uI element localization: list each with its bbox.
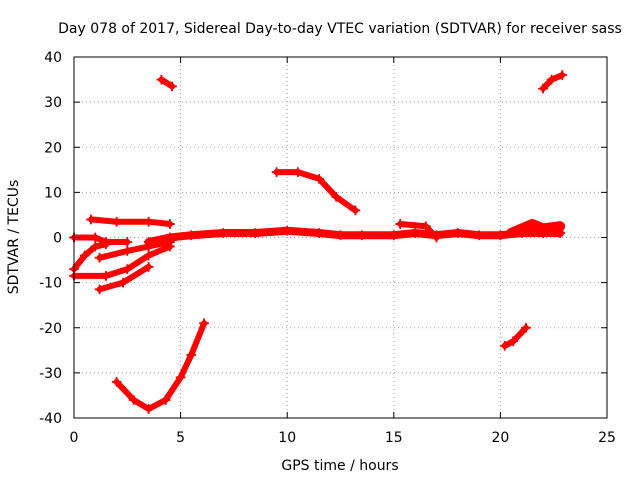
axis-ticks: 0 5 10 15 20 25 -40 -30 -20 -10 0 10 20 30 40 xyxy=(39,50,616,446)
series-end-upper xyxy=(540,72,566,92)
data-point xyxy=(395,218,406,229)
data-point xyxy=(175,372,186,383)
data-point xyxy=(508,336,519,347)
y-tick-label: -20 xyxy=(39,321,62,337)
y-tick-label: 0 xyxy=(53,231,62,247)
x-axis-label: GPS time / hours xyxy=(281,458,398,474)
data-point xyxy=(94,252,105,263)
x-tick-label: 25 xyxy=(598,430,616,446)
data-point xyxy=(118,277,129,288)
data-point xyxy=(335,230,346,241)
data-point xyxy=(111,376,122,387)
y-tick-label: -10 xyxy=(39,276,62,292)
data-point xyxy=(122,264,133,275)
data-point xyxy=(271,167,282,178)
series-main-band xyxy=(144,226,565,246)
data-point xyxy=(516,223,527,234)
data-point xyxy=(538,223,549,234)
data-point xyxy=(474,230,485,241)
data-point xyxy=(164,237,175,248)
y-tick-label: 20 xyxy=(44,140,62,156)
data-point xyxy=(431,232,442,243)
data-point xyxy=(555,221,566,232)
chart-title: Day 078 of 2017, Sidereal Day-to-day VTE… xyxy=(58,21,622,37)
data-point xyxy=(143,261,154,272)
data-point xyxy=(527,218,538,229)
series-start-a xyxy=(71,234,131,245)
data-point xyxy=(164,218,175,229)
series-low-right xyxy=(501,324,529,349)
data-point xyxy=(538,83,549,94)
data-point xyxy=(79,250,90,261)
data-point xyxy=(122,237,133,248)
data-point xyxy=(250,227,261,238)
data-point xyxy=(186,349,197,360)
x-tick-label: 5 xyxy=(176,430,185,446)
data-point xyxy=(282,225,293,236)
data-point xyxy=(86,214,97,225)
x-tick-label: 15 xyxy=(385,430,403,446)
data-point xyxy=(356,230,367,241)
data-point xyxy=(499,340,510,351)
data-point xyxy=(186,230,197,241)
data-point xyxy=(143,250,154,261)
data-point xyxy=(94,284,105,295)
data-point xyxy=(495,230,506,241)
data-point xyxy=(420,221,431,232)
series-early-high xyxy=(88,216,173,227)
data-point xyxy=(314,227,325,238)
data-point xyxy=(388,230,399,241)
data-point xyxy=(350,205,361,216)
data-point xyxy=(292,167,303,178)
series-early-mid xyxy=(96,239,173,261)
data-series xyxy=(69,70,568,414)
data-point xyxy=(100,239,111,250)
data-point xyxy=(218,227,229,238)
data-point xyxy=(520,322,531,333)
data-point xyxy=(143,403,154,414)
data-point xyxy=(506,227,517,238)
data-point xyxy=(331,191,342,202)
y-axis-label: SDTVAR / TECUs xyxy=(6,180,22,295)
data-point xyxy=(122,246,133,257)
data-point xyxy=(156,74,167,85)
data-point xyxy=(111,216,122,227)
x-tick-label: 20 xyxy=(491,430,509,446)
y-tick-label: 30 xyxy=(44,95,62,111)
data-point xyxy=(143,216,154,227)
data-point xyxy=(557,70,568,81)
data-point xyxy=(143,241,154,252)
y-tick-label: 10 xyxy=(44,185,62,201)
data-point xyxy=(546,74,557,85)
data-point xyxy=(90,241,101,252)
x-tick-label: 0 xyxy=(70,430,79,446)
data-point xyxy=(452,227,463,238)
data-point xyxy=(167,81,178,92)
series-short-upper xyxy=(158,76,176,90)
data-point xyxy=(90,232,101,243)
data-point xyxy=(128,394,139,405)
data-point xyxy=(160,394,171,405)
data-point xyxy=(100,270,111,281)
y-tick-label: -30 xyxy=(39,366,62,382)
data-point xyxy=(314,173,325,184)
series-start-b xyxy=(71,241,109,273)
data-point xyxy=(410,227,421,238)
series-dip xyxy=(113,320,208,412)
y-tick-label: -40 xyxy=(39,411,62,427)
x-tick-label: 10 xyxy=(278,430,296,446)
data-point xyxy=(199,318,210,329)
y-tick-label: 40 xyxy=(44,50,62,66)
